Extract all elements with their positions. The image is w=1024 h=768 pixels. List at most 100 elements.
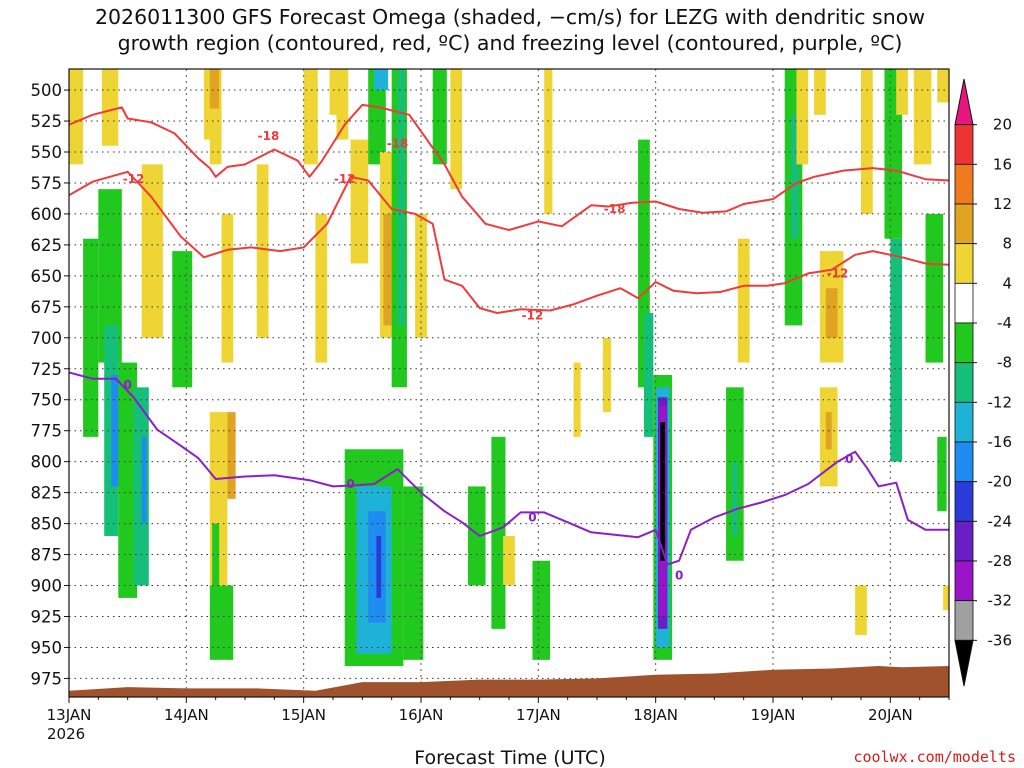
contour-label: -18 <box>258 129 280 143</box>
omega-cell <box>83 238 99 437</box>
y-tick-label: 925 <box>31 607 63 626</box>
omega-cell <box>467 486 486 586</box>
x-tick-label: 17JAN <box>516 706 561 724</box>
x-tick-label: 16JAN <box>399 706 444 724</box>
plot-frame <box>68 68 950 698</box>
omega-cell <box>503 535 515 586</box>
contour-label: -12 <box>334 172 356 186</box>
y-tick-label: 800 <box>31 453 63 472</box>
omega-cell <box>329 69 339 115</box>
x-tick-label: 13JAN <box>47 706 92 724</box>
contour-label: 0 <box>346 477 354 491</box>
omega-cell <box>172 251 193 388</box>
contour-label: 0 <box>528 510 536 524</box>
omega-shading <box>69 69 949 667</box>
colorbar-segment <box>954 600 974 641</box>
omega-cell <box>602 337 612 413</box>
colorbar-label: 16 <box>993 155 1012 173</box>
omega-cell <box>350 139 369 264</box>
omega-cell <box>209 585 234 660</box>
omega-cell <box>855 585 867 636</box>
y-axis: 500 525 550 575 600 625 650 675 700 725 750 775 800 8… <box>31 81 69 688</box>
colorbar-label: -36 <box>988 631 1013 649</box>
colorbar-top-arrow <box>954 78 974 126</box>
contour-line <box>69 170 949 314</box>
omega-cell <box>212 523 220 623</box>
y-tick-label: 500 <box>31 81 63 100</box>
omega-cell <box>737 238 750 363</box>
omega-cell <box>141 436 147 524</box>
colorbar-segment <box>954 282 974 324</box>
omega-cell <box>111 374 121 487</box>
x-tick-label: 19JAN <box>751 706 796 724</box>
title-line-1: 2026011300 GFS Forecast Omega (shaded, −… <box>95 5 925 29</box>
colorbar-label: -4 <box>997 314 1012 332</box>
contour-line <box>69 371 949 566</box>
terrain-fill <box>69 666 949 697</box>
y-tick-label: 975 <box>31 669 63 688</box>
omega-cell <box>336 69 349 140</box>
colorbar-segment <box>954 163 974 205</box>
contour-line <box>69 103 949 231</box>
x-tick-label: 18JAN <box>633 706 678 724</box>
y-tick-label: 725 <box>31 360 63 379</box>
colorbar-segment <box>954 322 974 364</box>
omega-cell <box>69 69 84 165</box>
colorbar-segment <box>954 520 974 562</box>
x-axis-title: Forecast Time (UTC) <box>414 747 605 768</box>
colorbar-bottom-arrow <box>954 639 974 687</box>
colorbar-segment <box>954 203 974 245</box>
colorbar-label: -16 <box>988 433 1013 451</box>
x-tick-label: 14JAN <box>164 706 209 724</box>
omega-cell <box>368 69 386 165</box>
contour-label: -12 <box>123 172 145 186</box>
omega-cell <box>814 69 826 115</box>
grid <box>69 69 949 697</box>
omega-cell <box>101 69 119 146</box>
omega-cell <box>450 69 463 190</box>
y-tick-label: 600 <box>31 205 63 224</box>
contour-label: -18 <box>604 202 626 216</box>
omega-cell <box>790 114 799 239</box>
omega-cell <box>491 436 506 629</box>
omega-cell <box>573 362 581 437</box>
omega-cell <box>660 422 666 561</box>
contour-label: -12 <box>827 266 849 280</box>
y-tick-label: 525 <box>31 112 63 131</box>
colorbar-label: 4 <box>1002 274 1012 292</box>
omega-cell <box>397 69 405 326</box>
colorbar-segment <box>954 560 974 602</box>
colorbar-segment <box>954 243 974 284</box>
omega-cell <box>303 69 318 165</box>
omega-cell <box>643 313 654 437</box>
y-tick-label: 825 <box>31 484 63 503</box>
omega-cell <box>731 461 738 536</box>
contour-label: 0 <box>123 378 131 392</box>
omega-cell <box>227 412 236 499</box>
omega-cell <box>890 238 903 462</box>
y-tick-label: 575 <box>31 174 63 193</box>
y-tick-label: 750 <box>31 391 63 410</box>
x-year-label: 2026 <box>47 725 85 743</box>
omega-cell <box>544 69 553 214</box>
y-tick-label: 550 <box>31 143 63 162</box>
omega-cell <box>383 213 392 326</box>
omega-cell <box>896 69 908 115</box>
omega-cell <box>374 69 389 91</box>
omega-cell <box>221 213 234 363</box>
omega-cell <box>118 362 138 598</box>
x-axis: 13JAN 14JAN 15JAN 16JAN 17JAN 18JAN 19JAN 20JAN <box>47 697 950 724</box>
omega-cell <box>796 69 809 165</box>
omega-cell <box>943 585 949 611</box>
omega-cell <box>403 486 424 660</box>
contour-label: 0 <box>845 452 853 466</box>
colorbar-label: -8 <box>997 354 1012 372</box>
y-tick-label: 650 <box>31 267 63 286</box>
omega-cell <box>209 69 220 109</box>
omega-cell <box>861 69 873 214</box>
contour-label: -18 <box>387 136 409 150</box>
colorbar-segment <box>954 362 974 403</box>
colorbar-label: 12 <box>993 195 1012 213</box>
colorbar-segment <box>954 481 974 522</box>
